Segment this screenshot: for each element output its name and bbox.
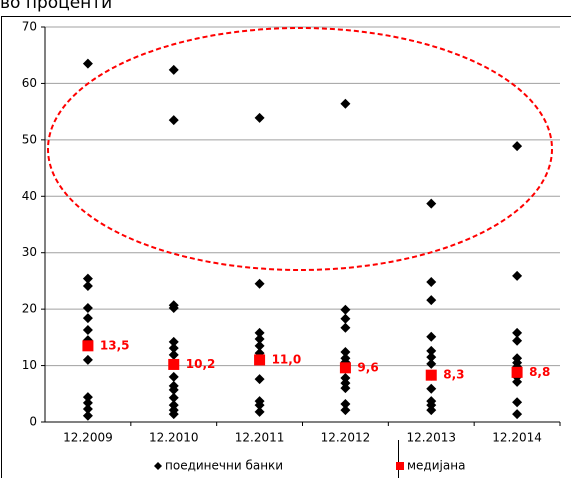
x-tick-label: 12.2010 xyxy=(149,431,199,445)
point xyxy=(340,378,351,389)
point xyxy=(254,374,265,385)
point xyxy=(426,400,437,411)
y-tick-label: 20 xyxy=(22,302,37,316)
point xyxy=(254,278,265,289)
point xyxy=(254,400,265,411)
legend-marker xyxy=(396,462,404,470)
point xyxy=(426,345,437,356)
point xyxy=(340,372,351,383)
point xyxy=(426,198,437,209)
chart-title: во проценти xyxy=(0,0,112,13)
point xyxy=(426,331,437,342)
point xyxy=(512,327,523,338)
point xyxy=(512,141,523,152)
point xyxy=(512,397,523,408)
point xyxy=(254,327,265,338)
point xyxy=(340,98,351,109)
point xyxy=(82,273,93,284)
point xyxy=(168,371,179,382)
point xyxy=(340,383,351,394)
point xyxy=(168,349,179,360)
point xyxy=(340,405,351,416)
x-tick-label: 12.2011 xyxy=(235,431,285,445)
x-tick-label: 12.2013 xyxy=(406,431,456,445)
y-tick-label: 60 xyxy=(22,76,37,90)
x-tick-label: 12.2009 xyxy=(63,431,113,445)
point xyxy=(82,303,93,314)
point xyxy=(340,304,351,315)
point xyxy=(426,405,437,416)
y-tick-label: 50 xyxy=(22,132,37,146)
point xyxy=(426,277,437,288)
point xyxy=(168,384,179,395)
point xyxy=(82,58,93,69)
x-tick-label: 12.2014 xyxy=(492,431,542,445)
point xyxy=(426,352,437,363)
point xyxy=(426,295,437,306)
point xyxy=(168,336,179,347)
legend-label: поединечни банки xyxy=(165,459,283,473)
point xyxy=(82,313,93,324)
point xyxy=(340,313,351,324)
point xyxy=(340,347,351,358)
point xyxy=(254,340,265,351)
point xyxy=(82,354,93,365)
data-label: 8,3 xyxy=(443,368,464,382)
point xyxy=(254,406,265,417)
point xyxy=(512,335,523,346)
median-point xyxy=(168,358,180,370)
median-point xyxy=(425,369,437,381)
point xyxy=(512,270,523,281)
median-point xyxy=(254,354,266,366)
point xyxy=(512,376,523,387)
point xyxy=(168,409,179,420)
data-label: 10,2 xyxy=(186,357,216,371)
median-point xyxy=(82,340,94,352)
data-label: 8,8 xyxy=(529,365,550,379)
data-label: 11,0 xyxy=(272,352,302,366)
point xyxy=(82,281,93,292)
y-tick-label: 70 xyxy=(22,20,37,34)
data-label: 13,5 xyxy=(100,338,130,352)
point xyxy=(82,397,93,408)
point xyxy=(254,112,265,123)
point xyxy=(168,64,179,75)
point xyxy=(168,343,179,354)
y-tick-label: 10 xyxy=(22,358,37,372)
point xyxy=(340,398,351,409)
point xyxy=(168,392,179,403)
point xyxy=(82,325,93,336)
data-label: 9,6 xyxy=(357,360,378,374)
point xyxy=(426,383,437,394)
point xyxy=(82,410,93,421)
point xyxy=(168,115,179,126)
x-tick-label: 12.2012 xyxy=(321,431,371,445)
legend-marker xyxy=(154,462,162,470)
y-tick-label: 40 xyxy=(22,189,37,203)
point xyxy=(168,303,179,314)
legend-label: медијана xyxy=(407,459,465,473)
point xyxy=(426,358,437,369)
y-tick-label: 0 xyxy=(29,415,37,429)
point xyxy=(168,400,179,411)
highlight-ellipse xyxy=(47,27,553,271)
point xyxy=(512,409,523,420)
point xyxy=(254,334,265,345)
y-tick-label: 30 xyxy=(22,245,37,259)
median-point xyxy=(339,362,351,374)
point xyxy=(82,392,93,403)
point xyxy=(340,322,351,333)
point xyxy=(82,404,93,415)
median-point xyxy=(511,366,523,378)
